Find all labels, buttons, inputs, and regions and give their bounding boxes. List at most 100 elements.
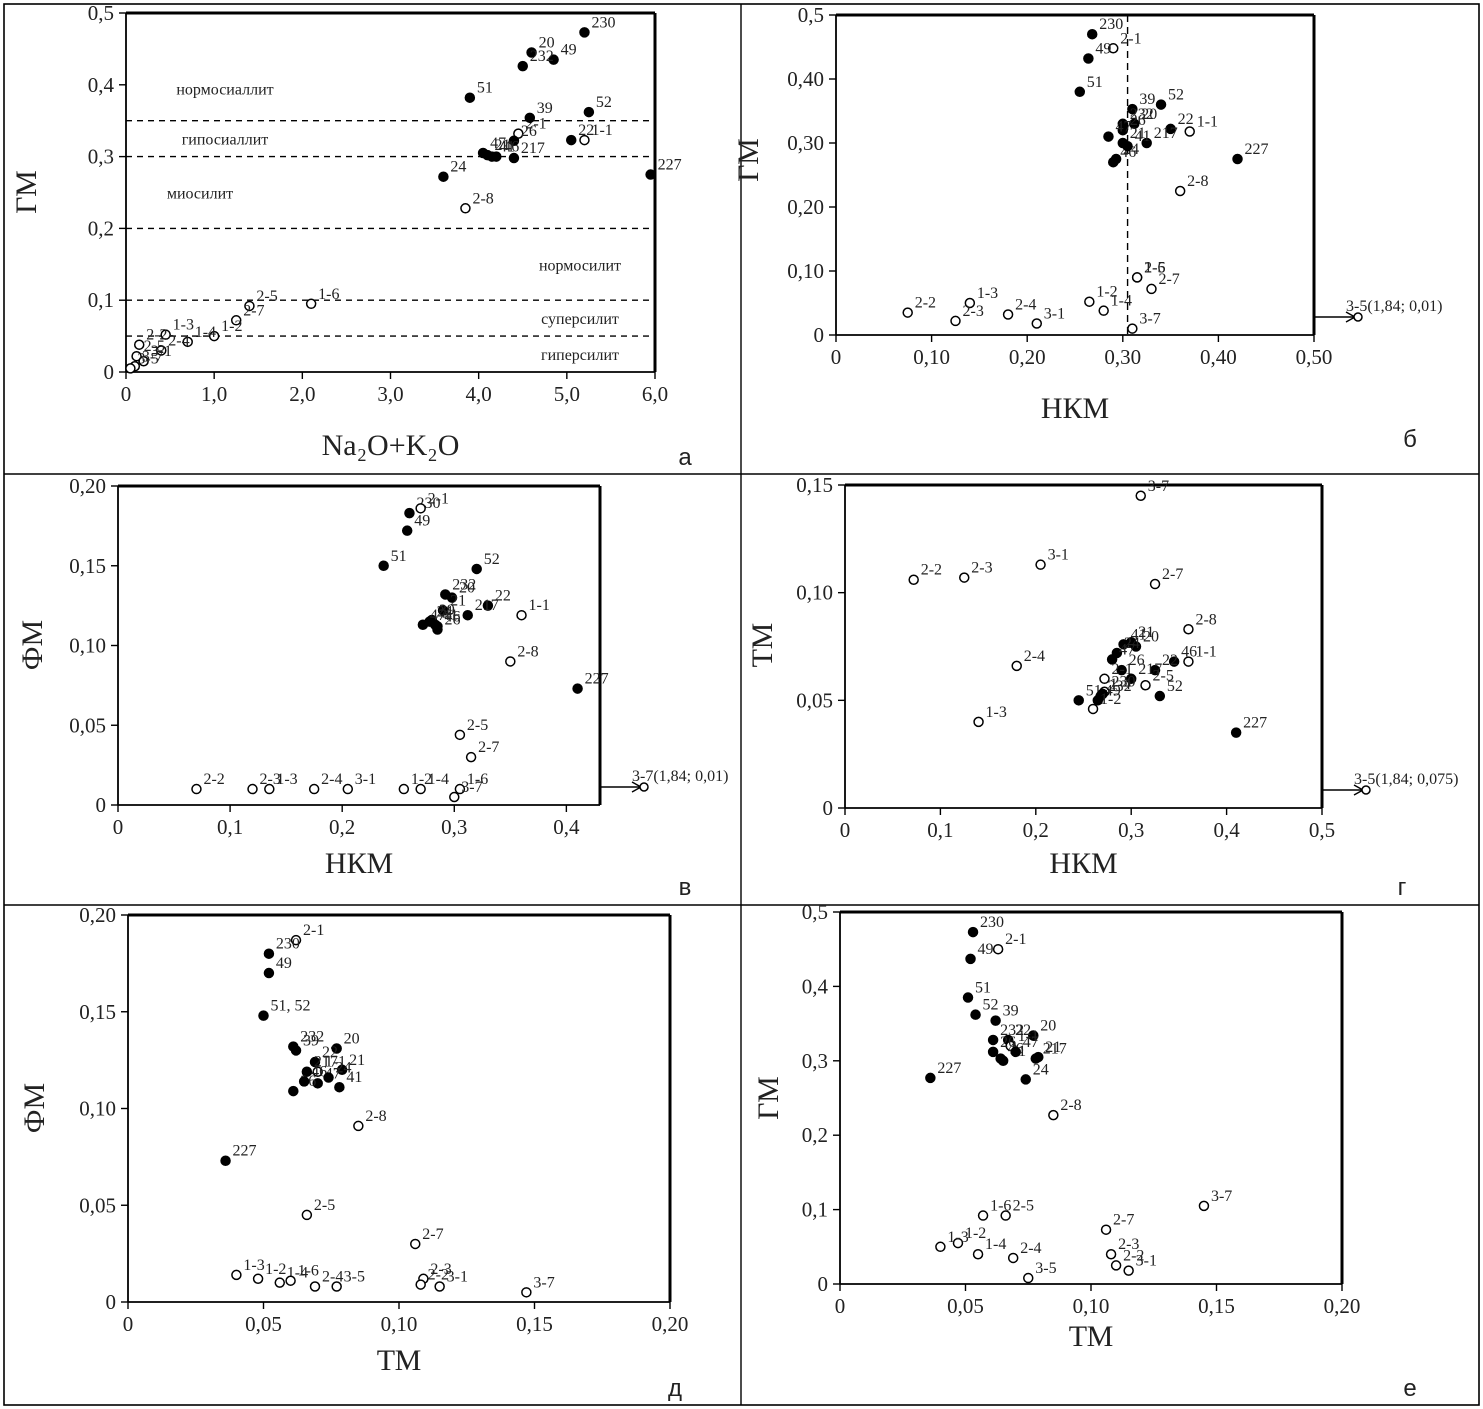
data-point-1-4 [1098, 305, 1109, 316]
point-label: 46 [503, 139, 519, 156]
data-point-1-2 [252, 1273, 264, 1285]
x-tick-label: 0,3 [1118, 818, 1144, 842]
x-tick-label: 3,0 [377, 382, 403, 406]
data-point-2-8 [1183, 624, 1194, 635]
point-label: 1-1 [529, 597, 550, 614]
data-point-1-3 [964, 297, 976, 309]
point-label: 2-7 [422, 1226, 443, 1243]
point-label: 2-8 [1187, 173, 1208, 190]
data-point-41 [1122, 140, 1133, 152]
data-point-2-5 [244, 300, 255, 312]
data-point-39 [990, 1015, 1001, 1026]
data-point-1-6 [1131, 272, 1143, 283]
zone-label: миосилит [167, 186, 233, 203]
x-tick-label: 2,0 [289, 382, 315, 406]
point-label: 2-4 [322, 1269, 343, 1286]
data-point-2-1 [1107, 43, 1119, 54]
point-label: 3-1 [1044, 305, 1065, 322]
data-point-2-1 [992, 943, 1004, 955]
data-point-26 [1116, 664, 1127, 676]
point-label: 22 [578, 122, 594, 139]
data-point-3-7 [1135, 490, 1146, 502]
point-label: 49 [414, 513, 430, 530]
x-tick-label: 6,0 [642, 382, 668, 406]
x-axis-title: НКМ [325, 847, 393, 880]
y-axis-title: ФМ [18, 1083, 51, 1133]
data-point-1-4 [415, 783, 426, 795]
point-label: 3-1 [1136, 1253, 1157, 1270]
data-point-49 [401, 525, 413, 536]
data-point-227 [572, 683, 583, 694]
point-label: 2-5 [256, 288, 277, 305]
data-point-49 [263, 967, 275, 979]
point-label: 2-1 [1005, 931, 1026, 948]
data-point-217 [1141, 137, 1152, 149]
data-point-2-2 [908, 574, 919, 585]
point-label: 1-2 [265, 1261, 286, 1278]
point-label: 51, 52 [271, 998, 311, 1015]
data-point-2-5 [131, 350, 142, 362]
data-point-24 [1110, 153, 1122, 165]
point-label: 21 [349, 1052, 365, 1069]
point-label: 21 [494, 137, 510, 154]
data-point-46 [491, 151, 502, 162]
y-tick-label: 0 [814, 323, 825, 347]
point-label: 3-7 [1139, 311, 1160, 328]
outlier-point [1353, 312, 1363, 322]
point-label: 51 [1087, 74, 1103, 91]
point-label: 227 [1243, 715, 1267, 732]
x-axis-title: ТМ [1069, 1320, 1114, 1353]
data-point-2-4 [309, 1281, 321, 1292]
point-label: 3-1 [151, 343, 172, 360]
point-label: 2-5 [467, 717, 488, 734]
point-label: 1-3 [977, 285, 998, 302]
point-label: 20 [459, 580, 475, 597]
point-label: 21 [450, 592, 466, 609]
data-point-3-5 [125, 363, 136, 374]
point-label: 2-1 [1120, 30, 1141, 47]
data-point-217 [301, 1066, 313, 1077]
x-tick-label: 0 [121, 382, 132, 406]
point-label: 1-2 [1096, 284, 1117, 301]
data-point-47 [1010, 1046, 1021, 1058]
point-label: 22 [1015, 1022, 1031, 1039]
data-point-230 [579, 27, 590, 38]
point-label: 1-4 [195, 324, 216, 341]
point-label: 2-4 [1015, 297, 1036, 314]
chart-panel-6: 0 0,05 0,10 0,15 0,20 0 0,1 0,2 0,3 0,4 0,5 ТМ ГМ е 23… [752, 900, 1417, 1402]
y-tick-label: 0,40 [787, 67, 824, 91]
point-label: 2-3 [430, 1261, 451, 1278]
point-label: 51 [391, 548, 407, 565]
y-tick-label: 0,20 [69, 474, 106, 498]
point-label: 2-1 [428, 490, 449, 507]
data-point-1-4 [274, 1277, 286, 1288]
x-tick-label: 1,0 [201, 382, 227, 406]
data-point-3-1 [434, 1281, 445, 1292]
point-label: 1-4 [985, 1236, 1006, 1253]
point-label: 26 [1129, 652, 1145, 669]
data-point-52 [471, 563, 482, 575]
data-point-1-2 [208, 330, 220, 342]
point-label: 3-1 [355, 771, 376, 788]
data-point-2-4 [1007, 1252, 1019, 1264]
data-point-1-2 [398, 783, 410, 795]
x-tick-label: 0,1 [217, 815, 243, 839]
point-label: 1-6 [1144, 259, 1165, 276]
y-axis-title: ФМ [16, 620, 49, 670]
data-point-1-4 [182, 336, 193, 348]
data-point-1-6 [285, 1275, 296, 1286]
data-point-2-7 [230, 315, 242, 326]
data-point-2-2 [191, 783, 202, 795]
data-point-52 [1155, 99, 1167, 110]
data-point-20 [1129, 118, 1140, 130]
point-label: 2-8 [1195, 611, 1216, 628]
data-point-2-4 [1002, 309, 1014, 320]
point-label: 2-1 [1111, 661, 1132, 678]
point-label: 227 [1245, 141, 1269, 158]
point-label: 230 [276, 936, 300, 953]
x-tick-label: 0 [113, 815, 124, 839]
point-label: 24 [450, 159, 466, 176]
data-point-2-4 [156, 345, 167, 356]
x-tick-label: 0,4 [1213, 818, 1240, 842]
data-point-2-2 [1110, 1260, 1122, 1271]
